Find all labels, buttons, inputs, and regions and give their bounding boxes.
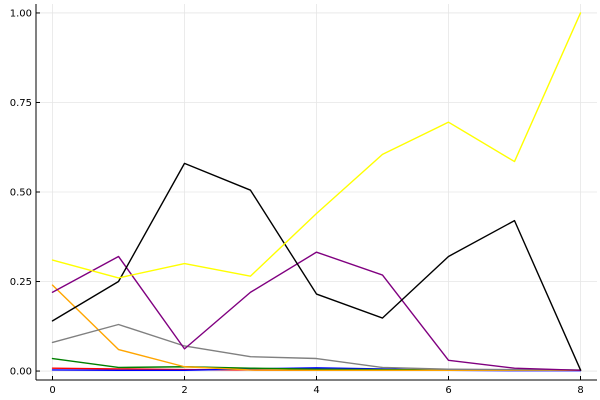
grid [36, 4, 597, 380]
x-tick-label: 6 [445, 385, 451, 396]
x-tick-label: 8 [577, 385, 583, 396]
series-layer [51, 12, 582, 372]
series-line-0 [51, 12, 582, 279]
x-tick-label: 0 [49, 385, 55, 396]
x-tick-label: 4 [313, 385, 319, 396]
y-tick-label: 0.50 [10, 188, 32, 199]
series-line-3 [51, 323, 582, 371]
y-tick-label: 0.00 [10, 367, 32, 378]
x-tick-label: 2 [181, 385, 187, 396]
tick-labels: 0 2 4 6 8 0.00 0.25 0.50 0.75 1.00 [10, 8, 584, 396]
y-tick-label: 0.75 [10, 98, 32, 109]
y-tick-label: 1.00 [10, 8, 32, 19]
y-tick-label: 0.25 [10, 277, 32, 288]
series-line-2 [51, 251, 582, 372]
ticks [36, 12, 581, 380]
series-line-1 [51, 162, 582, 371]
series-line-4 [51, 284, 582, 372]
